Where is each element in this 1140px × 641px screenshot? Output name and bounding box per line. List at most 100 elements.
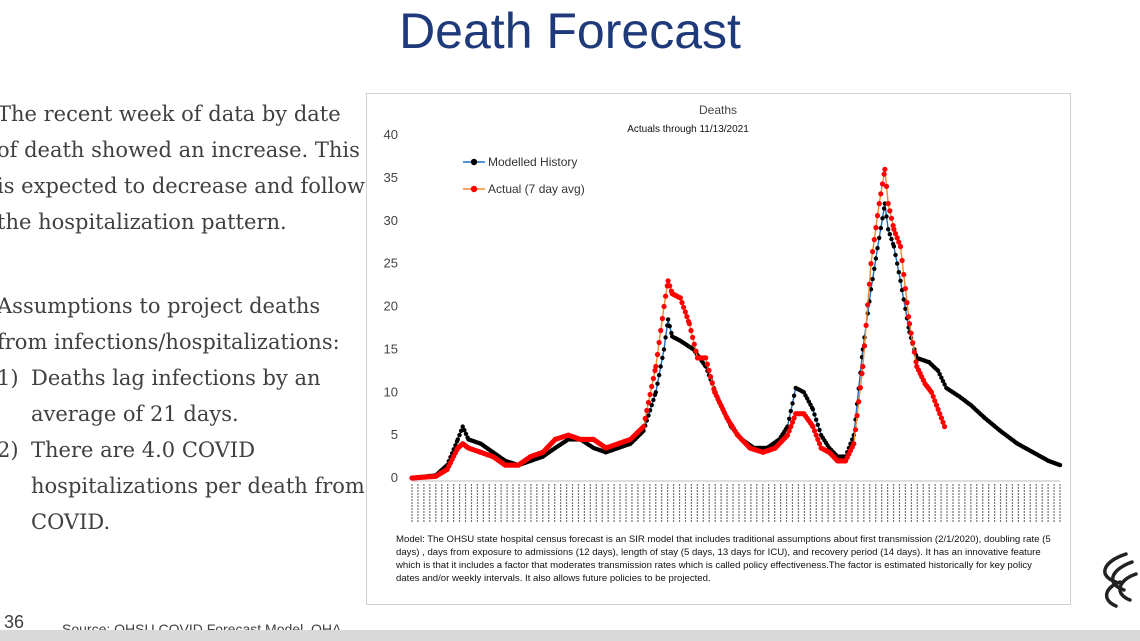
left-text-block: The recent week of data by date of death… [0, 96, 365, 540]
legend-label: Actual (7 day avg) [488, 182, 585, 196]
data-point [910, 340, 916, 346]
data-point [788, 424, 794, 430]
y-tick-label: 0 [391, 470, 398, 485]
data-point [814, 417, 819, 422]
data-point [649, 383, 655, 390]
data-point [811, 428, 818, 434]
data-point [893, 252, 898, 258]
data-point [663, 335, 668, 340]
data-point [810, 407, 816, 412]
footer-bar [0, 630, 1140, 641]
list-item: 1) Deaths lag infections by an average o… [0, 360, 365, 432]
data-point [660, 355, 665, 361]
data-point [693, 348, 699, 354]
y-tick-label: 20 [384, 299, 398, 314]
data-point [903, 306, 908, 311]
data-point [786, 428, 792, 434]
data-point [656, 372, 662, 378]
data-point [874, 213, 881, 219]
data-point [789, 419, 796, 425]
data-point [457, 432, 462, 438]
data-point [863, 322, 869, 328]
data-point [460, 424, 465, 429]
data-point [682, 309, 688, 315]
data-point [665, 278, 671, 284]
data-point [815, 422, 820, 427]
data-point [906, 321, 913, 327]
data-point [891, 226, 897, 232]
data-point [651, 397, 656, 403]
data-point [896, 239, 902, 245]
y-tick-label: 5 [391, 427, 398, 442]
data-point [667, 324, 672, 329]
data-point [813, 432, 819, 438]
list-item: 2) There are 4.0 COVID hospitalizations … [0, 432, 365, 540]
data-point [812, 412, 817, 417]
data-point [653, 363, 659, 370]
data-point [882, 166, 888, 172]
assumptions-list: 1) Deaths lag infections by an average o… [0, 360, 365, 540]
data-point [902, 286, 909, 292]
data-point [679, 300, 685, 306]
data-point [655, 381, 660, 386]
data-point [892, 231, 899, 237]
data-point [709, 380, 715, 386]
data-point [646, 413, 651, 418]
data-point [644, 407, 650, 414]
data-point [860, 363, 866, 370]
data-point [851, 441, 857, 447]
data-point [868, 287, 874, 292]
data-point [940, 378, 946, 384]
data-point [908, 330, 914, 336]
data-point [898, 278, 903, 283]
data-point [788, 408, 793, 414]
legend-marker [470, 158, 478, 166]
data-point [878, 191, 884, 197]
data-point [861, 343, 868, 349]
data-point [942, 382, 947, 387]
data-point [688, 327, 694, 334]
data-point [817, 427, 822, 433]
data-point [876, 201, 882, 207]
ohsu-logo-icon [1103, 552, 1138, 608]
data-point [663, 293, 669, 299]
data-point [850, 437, 855, 442]
data-point [937, 372, 942, 377]
data-point [656, 339, 662, 346]
data-point [885, 201, 891, 207]
data-point [654, 351, 661, 358]
data-point [810, 424, 816, 430]
deaths-chart-svg: Deaths Actuals through 11/13/2021 0 5 10 15 20… [384, 103, 1063, 522]
data-point [933, 402, 940, 408]
data-point [872, 266, 877, 271]
data-point [650, 375, 656, 382]
data-point [895, 261, 900, 266]
data-point [787, 416, 792, 421]
data-point [888, 215, 895, 221]
data-point [852, 427, 859, 433]
data-point [791, 415, 797, 421]
y-tick-label: 25 [384, 256, 398, 271]
data-point [667, 283, 673, 289]
data-point [870, 249, 876, 255]
model-note: Model: The OHSU state hospital census fo… [396, 534, 1051, 584]
chart-subtitle: Actuals through 11/13/2021 [627, 124, 749, 135]
data-point [881, 171, 887, 177]
data-point [873, 225, 879, 231]
chart-title: Deaths [699, 103, 737, 117]
data-point [659, 315, 665, 322]
data-point [884, 214, 889, 219]
data-point [1057, 462, 1063, 468]
data-point [455, 437, 460, 442]
data-point [935, 406, 941, 412]
data-point [901, 271, 907, 278]
data-point [691, 341, 697, 347]
data-point [883, 183, 890, 189]
data-point [942, 424, 948, 430]
data-point [816, 441, 823, 447]
data-point [642, 415, 648, 422]
data-point [877, 235, 882, 241]
data-point [868, 261, 874, 267]
data-point [871, 237, 877, 243]
data-point [938, 415, 945, 421]
